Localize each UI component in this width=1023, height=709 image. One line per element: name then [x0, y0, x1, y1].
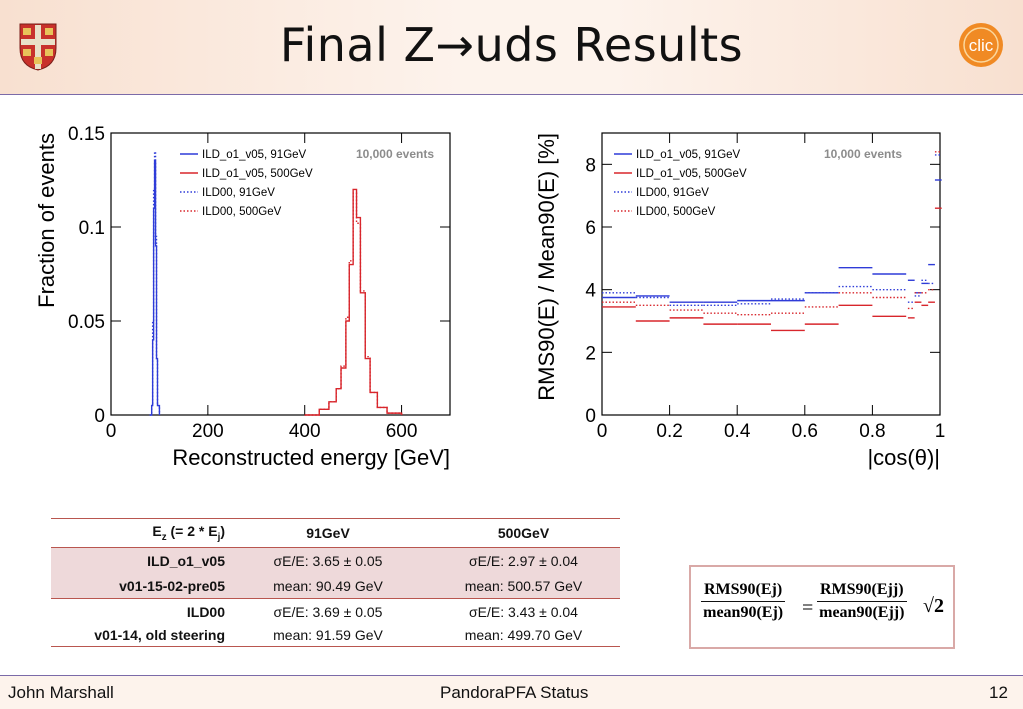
clic-logo: clic: [959, 23, 1003, 67]
legend-entry: ILD_o1_v05, 91GeV: [636, 149, 741, 161]
header-cell-ez: Ez (= 2 * Ej): [51, 518, 229, 548]
table-row: ILD00 σE/E: 3.69 ± 0.05 σE/E: 3.43 ± 0.0…: [51, 598, 620, 624]
formula-lhs-denominator: mean90(Ej): [703, 604, 784, 621]
formula-rhs-denominator: mean90(Ejj): [819, 604, 905, 621]
x-tick-label: 0: [597, 421, 608, 442]
table-cell: mean: 499.70 GeV: [427, 624, 620, 647]
y-tick-label: 0.05: [68, 312, 105, 333]
x-tick-label: 1: [935, 421, 946, 442]
legend-entry: ILD_o1_v05, 500GeV: [636, 168, 747, 180]
row-label: v01-14, old steering: [51, 624, 229, 647]
legend-entry: ILD00, 91GeV: [636, 187, 709, 199]
formula-rhs-fraction: RMS90(Ejj) mean90(Ejj): [817, 581, 907, 622]
x-tick-label: 0.2: [656, 421, 682, 442]
results-table: Ez (= 2 * Ej) 91GeV 500GeV ILD_o1_v05 σE…: [51, 518, 620, 647]
series-line: [149, 160, 161, 416]
y-tick-label: 0.1: [79, 218, 105, 239]
y-tick-label: 2: [585, 343, 596, 364]
table-cell: σE/E: 2.97 ± 0.04: [427, 547, 620, 573]
x-tick-label: 0: [106, 421, 117, 442]
page-title: Final Z→uds Results: [279, 18, 744, 72]
event-count-annotation: 10,000 events: [356, 147, 434, 161]
table-row: v01-14, old steering mean: 91.59 GeV mea…: [51, 624, 620, 647]
x-axis-label: Reconstructed energy [GeV]: [172, 445, 450, 470]
x-tick-label: 0.8: [859, 421, 885, 442]
footer-author: John Marshall: [8, 683, 114, 702]
series-line: [304, 188, 403, 416]
x-tick-label: 200: [192, 421, 224, 442]
formula-lhs-fraction: RMS90(Ej) mean90(Ej): [701, 581, 786, 622]
table-cell: mean: 90.49 GeV: [229, 573, 427, 599]
x-tick-label: 0.6: [792, 421, 818, 442]
header-cell-91: 91GeV: [229, 518, 427, 548]
x-tick-label: 400: [289, 421, 321, 442]
series-line: [602, 154, 942, 307]
y-tick-label: 0: [585, 406, 596, 427]
table-row: ILD_o1_v05 σE/E: 3.65 ± 0.05 σE/E: 2.97 …: [51, 547, 620, 573]
header-cell-500: 500GeV: [427, 518, 620, 548]
y-axis-label: RMS90(E) / Mean90(E) [%]: [534, 133, 559, 401]
row-label: v01-15-02-pre05: [51, 573, 229, 599]
formula-rhs-numerator: RMS90(Ejj): [817, 581, 907, 602]
y-tick-label: 0: [94, 406, 105, 427]
table-cell: mean: 91.59 GeV: [229, 624, 427, 647]
legend-entry: ILD00, 91GeV: [202, 187, 275, 199]
energy-histogram-chart: 0 200 400 600 0 0.05 0.1 0.15 Reconstructed ener…: [34, 124, 451, 470]
x-tick-label: 600: [386, 421, 418, 442]
table-cell: mean: 500.57 GeV: [427, 573, 620, 599]
plot-frame: [110, 132, 451, 416]
table-header-row: Ez (= 2 * Ej) 91GeV 500GeV: [51, 518, 620, 548]
series-line: [304, 192, 403, 416]
legend-entry: ILD00, 500GeV: [636, 206, 716, 218]
x-tick-label: 0.4: [724, 421, 751, 442]
clic-logo-text: clic: [969, 36, 994, 55]
series-line: [149, 151, 161, 416]
y-axis-label: Fraction of events: [34, 133, 59, 308]
x-axis-label: |cos(θ)|: [867, 445, 940, 470]
formula-equals: =: [802, 597, 814, 619]
series-line: [602, 207, 942, 332]
y-tick-label: 4: [585, 281, 596, 302]
footer-talk-title: PandoraPFA Status: [440, 683, 589, 702]
row-label: ILD00: [51, 598, 229, 624]
table-cell: σE/E: 3.69 ± 0.05: [229, 598, 427, 624]
legend-entry: ILD_o1_v05, 500GeV: [202, 168, 313, 180]
y-tick-label: 8: [585, 155, 596, 176]
y-tick-label: 0.15: [68, 124, 105, 145]
footer-bar: John Marshall PandoraPFA Status 12: [0, 675, 1023, 709]
table-cell: σE/E: 3.65 ± 0.05: [229, 547, 427, 573]
formula-lhs-numerator: RMS90(Ej): [701, 581, 786, 602]
legend-entry: ILD_o1_v05, 91GeV: [202, 149, 307, 161]
formula-sqrt2: √2: [923, 595, 944, 617]
resolution-vs-costheta-chart: 0 0.2 0.4 0.6 0.8 1 0 2 4 6 8 |cos(θ)| RMS90(E) / Me…: [534, 132, 946, 470]
series-line: [602, 151, 942, 316]
table-cell: σE/E: 3.43 ± 0.04: [427, 598, 620, 624]
plot-frame: [601, 132, 941, 416]
series-line: [602, 179, 942, 303]
resolution-formula-box: RMS90(Ej) mean90(Ej) = RMS90(Ejj) mean90…: [689, 565, 955, 649]
table-row: v01-15-02-pre05 mean: 90.49 GeV mean: 50…: [51, 573, 620, 599]
footer-page-number: 12: [989, 683, 1008, 702]
cambridge-crest-logo: [19, 23, 57, 71]
header-bar: [0, 0, 1023, 95]
row-label: ILD_o1_v05: [51, 547, 229, 573]
y-tick-label: 6: [585, 218, 596, 239]
event-count-annotation: 10,000 events: [824, 147, 902, 161]
legend-entry: ILD00, 500GeV: [202, 206, 282, 218]
